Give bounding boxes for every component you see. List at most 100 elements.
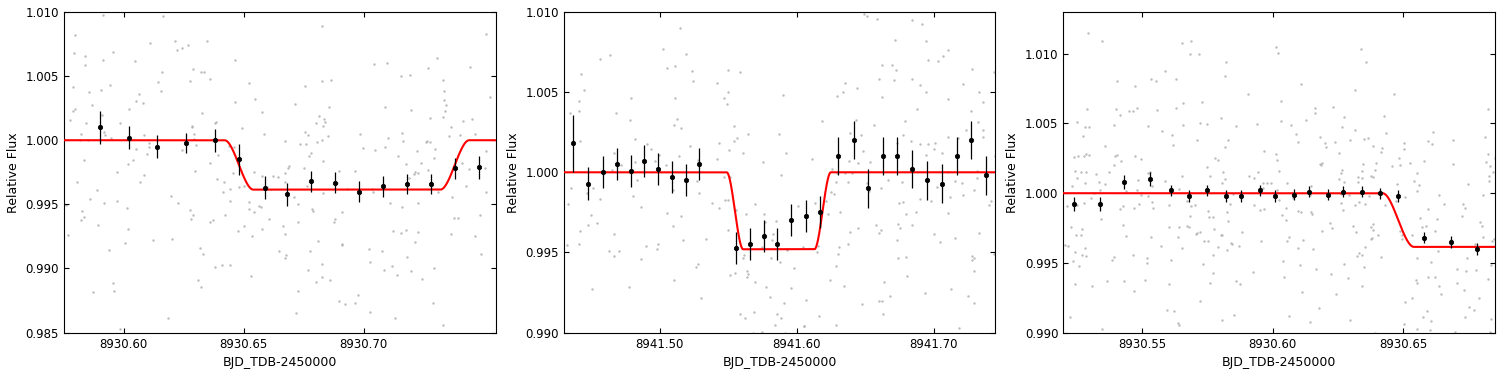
Point: [898, 138, 922, 144]
Point: [165, 47, 189, 53]
Point: [469, 251, 493, 257]
Point: [1172, 123, 1196, 129]
Point: [1347, 199, 1371, 205]
Point: [722, 123, 746, 129]
Point: [473, 30, 497, 36]
Point: [913, 290, 937, 296]
Point: [303, 279, 327, 285]
Point: [445, 0, 469, 2]
Point: [116, 226, 140, 232]
Point: [736, 268, 760, 274]
Point: [1368, 253, 1392, 259]
Point: [936, 134, 960, 140]
Point: [1481, 169, 1502, 175]
Point: [1196, 121, 1220, 127]
Point: [1251, 185, 1275, 191]
Point: [218, 199, 242, 205]
Point: [1350, 168, 1374, 174]
Point: [376, 135, 400, 141]
Point: [1467, 219, 1491, 225]
Point: [451, 160, 475, 166]
Point: [1343, 127, 1367, 133]
Point: [1065, 202, 1089, 208]
Point: [293, 83, 317, 89]
Point: [137, 144, 161, 150]
Point: [946, 135, 970, 141]
Point: [326, 180, 350, 186]
Point: [1419, 141, 1443, 147]
Point: [1272, 274, 1296, 280]
Point: [1209, 232, 1233, 238]
Point: [589, 56, 613, 62]
Point: [963, 186, 987, 193]
Point: [1308, 162, 1332, 168]
Point: [101, 280, 125, 286]
Point: [1065, 175, 1089, 181]
Point: [858, 159, 882, 165]
Point: [1313, 141, 1337, 147]
Point: [644, 246, 668, 252]
Point: [90, 12, 114, 18]
Point: [1136, 170, 1160, 176]
Point: [1412, 158, 1436, 164]
Point: [1476, 178, 1500, 184]
Point: [742, 308, 766, 314]
Point: [317, 133, 341, 139]
Point: [1410, 314, 1434, 320]
Point: [74, 53, 98, 59]
Point: [318, 77, 342, 83]
Point: [1068, 169, 1092, 175]
Point: [886, 221, 910, 227]
Point: [418, 115, 442, 121]
Point: [182, 130, 206, 136]
Point: [1320, 104, 1344, 110]
Point: [63, 50, 87, 56]
Point: [718, 174, 742, 180]
Point: [162, 38, 186, 44]
Point: [1370, 146, 1394, 152]
Point: [125, 0, 149, 2]
Point: [1209, 115, 1233, 121]
Point: [1120, 108, 1145, 114]
Point: [1241, 269, 1265, 275]
Point: [790, 244, 814, 250]
Point: [1214, 144, 1238, 150]
Point: [1248, 238, 1272, 244]
Point: [1074, 246, 1098, 252]
Point: [1140, 182, 1164, 188]
Point: [753, 219, 777, 225]
Point: [249, 173, 273, 179]
Point: [357, 259, 382, 265]
Point: [1074, 169, 1098, 175]
Point: [434, 102, 458, 108]
Point: [1344, 229, 1368, 235]
Point: [305, 139, 329, 145]
Point: [602, 231, 626, 237]
Point: [825, 262, 849, 268]
Point: [186, 277, 210, 283]
Point: [161, 236, 185, 242]
Point: [900, 222, 924, 228]
Point: [662, 62, 686, 68]
Point: [740, 330, 765, 336]
Point: [1425, 216, 1449, 222]
Point: [1178, 51, 1202, 57]
Point: [1248, 207, 1272, 213]
Point: [183, 0, 207, 2]
Point: [409, 160, 433, 166]
Point: [1200, 252, 1224, 258]
Point: [1431, 201, 1455, 207]
Point: [1326, 176, 1350, 182]
Point: [661, 122, 685, 128]
Point: [623, 136, 647, 142]
Point: [749, 329, 774, 335]
Point: [63, 106, 87, 112]
Point: [314, 119, 338, 125]
Point: [218, 262, 242, 268]
Point: [221, 170, 245, 176]
Point: [602, 150, 626, 156]
Point: [913, 89, 937, 95]
Point: [852, 148, 876, 154]
Point: [1304, 266, 1328, 272]
Point: [1170, 39, 1194, 45]
